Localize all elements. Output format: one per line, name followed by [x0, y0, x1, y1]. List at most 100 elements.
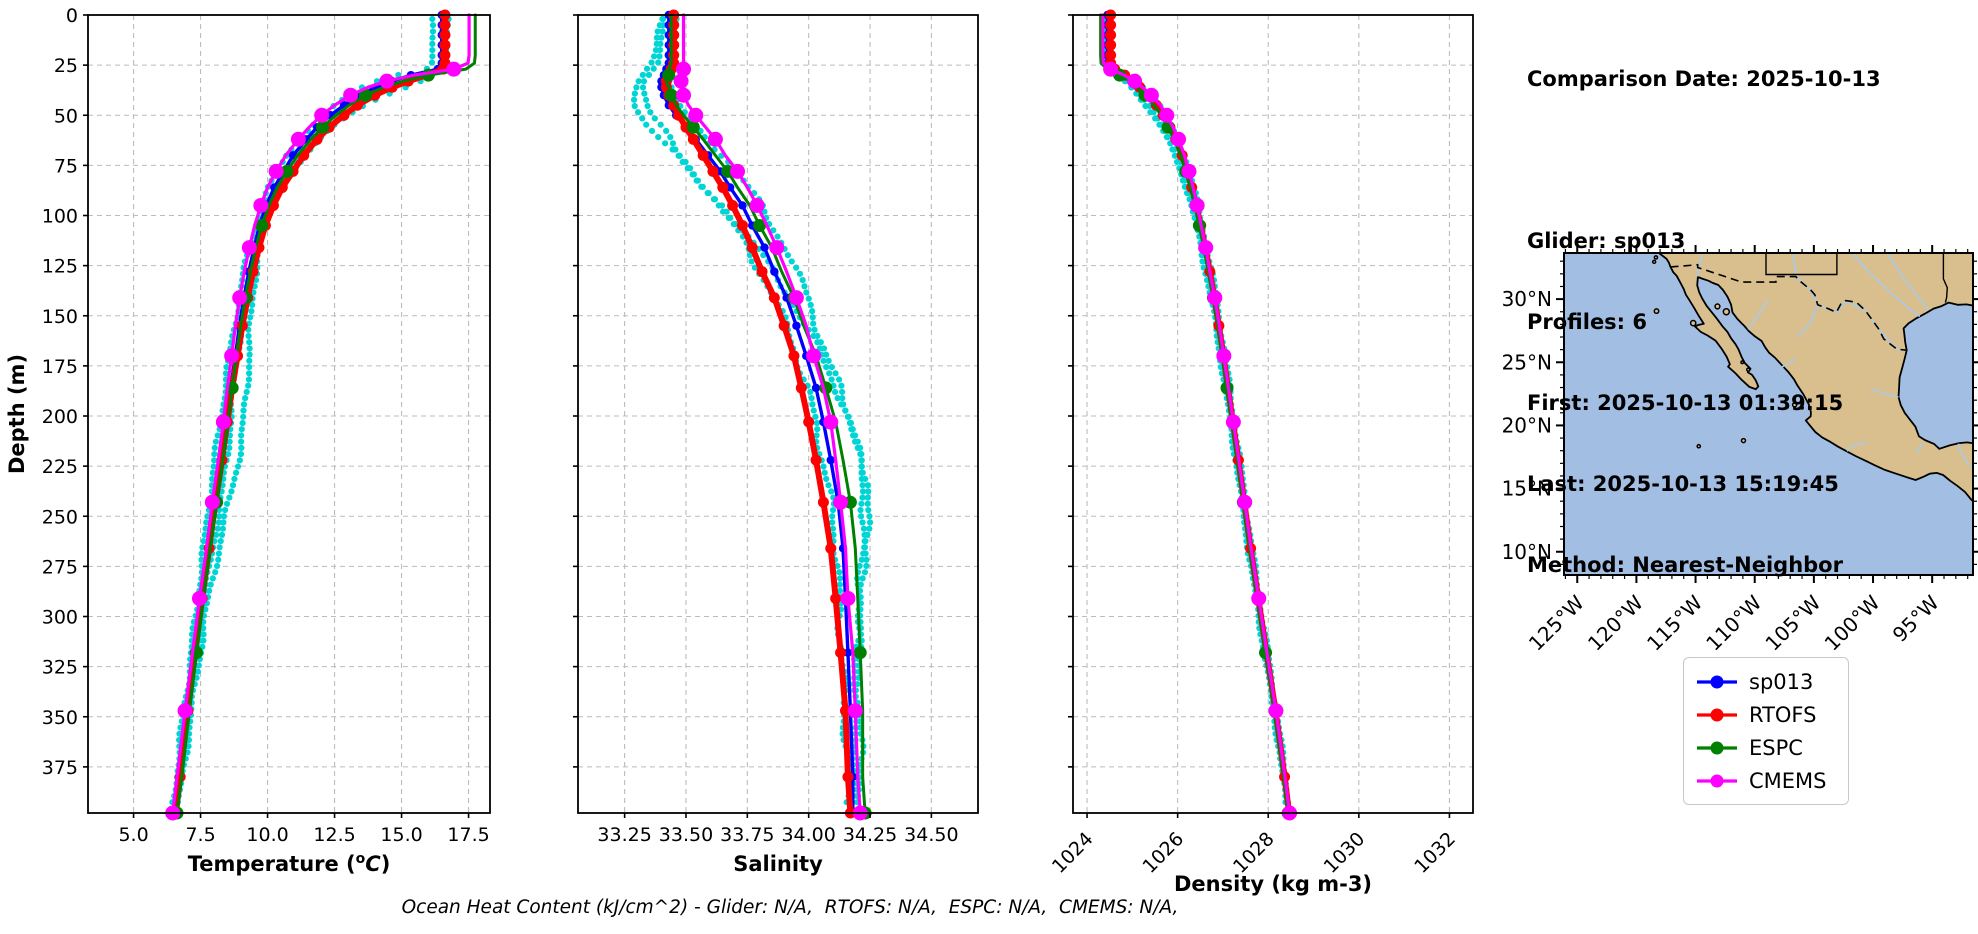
salinity-glider-scatter — [630, 15, 874, 806]
salinity-plot: 33.25 33.50 33.75 34.00 34.25 34.50 Salinity — [573, 9, 979, 876]
comparison-date: Comparison Date: 2025-10-13 — [1527, 67, 1881, 91]
legend-label: ESPC — [1749, 735, 1803, 760]
map-frame — [1563, 252, 1974, 576]
legend: sp013 RTOFS ESPC CMEMS — [1683, 657, 1849, 805]
info-method: Method: Nearest-Neighbor — [1527, 553, 1843, 577]
legend-label: RTOFS — [1749, 702, 1817, 727]
density-plot: 1024 1026 1028 1030 1032 Density (kg m-3) — [1048, 9, 1474, 896]
map-river — [1870, 388, 1899, 398]
svg-text:200: 200 — [42, 406, 78, 428]
svg-text:150: 150 — [42, 306, 78, 328]
map-state-border — [1942, 253, 1949, 303]
svg-text:33.75: 33.75 — [720, 824, 774, 846]
legend-entry-cmems: CMEMS — [1694, 764, 1838, 797]
temperature-plot: 5.0 7.5 10.0 12.5 15.0 17.5 0 25 50 75 100 125 150 17… — [5, 5, 491, 876]
density-series-espc — [1099, 13, 1295, 820]
svg-text:25: 25 — [54, 55, 78, 77]
map-river — [1696, 253, 1703, 277]
svg-text:325: 325 — [42, 657, 78, 679]
ohc-caption: Ocean Heat Content (kJ/cm^2) - Glider: N… — [401, 897, 1179, 918]
svg-text:1026: 1026 — [1138, 828, 1188, 878]
svg-text:0: 0 — [66, 5, 78, 27]
map-island — [1745, 367, 1751, 372]
temperature-series-cmems — [165, 13, 471, 821]
info-profiles: Profiles: 6 — [1527, 310, 1648, 334]
temperature-xlabel: Temperature (oC) — [188, 851, 391, 876]
svg-text:100: 100 — [42, 206, 78, 228]
density-series-cmems — [1101, 13, 1298, 821]
svg-text:10.0: 10.0 — [246, 824, 288, 846]
svg-text:1032: 1032 — [1410, 828, 1460, 878]
svg-text:12.5: 12.5 — [313, 824, 355, 846]
map-island — [1722, 307, 1731, 316]
map-island — [1653, 308, 1660, 315]
svg-text:1028: 1028 — [1229, 828, 1279, 878]
density-glider-scatter — [1100, 15, 1291, 806]
svg-text:95°W: 95°W — [1888, 590, 1944, 646]
map-country-border — [1670, 263, 1907, 352]
salinity-xlabel: Salinity — [733, 852, 823, 876]
svg-text:275: 275 — [42, 556, 78, 578]
svg-text:10°N: 10°N — [1502, 540, 1552, 564]
map-island — [1714, 303, 1721, 310]
svg-text:15.0: 15.0 — [380, 824, 422, 846]
map-river — [1957, 443, 1971, 467]
map-state-border — [1765, 253, 1838, 276]
map-river — [1781, 357, 1797, 368]
svg-text:50: 50 — [54, 105, 78, 127]
svg-text:125: 125 — [42, 256, 78, 278]
svg-text:7.5: 7.5 — [185, 824, 215, 846]
map-river — [1886, 253, 1929, 310]
svg-text:225: 225 — [42, 456, 78, 478]
salinity-series-cmems — [673, 13, 868, 821]
map-land — [1658, 253, 1973, 503]
svg-text:20°N: 20°N — [1502, 413, 1552, 437]
map-island — [1740, 437, 1747, 444]
legend-line-icon — [1697, 774, 1737, 787]
map-island — [1740, 360, 1745, 365]
legend-label: CMEMS — [1749, 768, 1827, 793]
legend-line-icon — [1697, 741, 1737, 754]
svg-text:175: 175 — [42, 356, 78, 378]
svg-text:34.25: 34.25 — [843, 824, 897, 846]
map-river — [1851, 253, 1921, 318]
info-block: Comparison Date: 2025-10-13 Glider: sp01… — [1527, 12, 1881, 633]
map-island — [1791, 402, 1798, 408]
svg-text:1024: 1024 — [1048, 828, 1098, 878]
info-first-profile-time: First: 2025-10-13 01:39:15 — [1527, 391, 1844, 415]
svg-text:15°N: 15°N — [1502, 477, 1552, 501]
depth-axis-label: Depth (m) — [5, 354, 29, 474]
info-spacer — [1527, 147, 1881, 174]
svg-text:30°N: 30°N — [1502, 287, 1552, 311]
svg-text:25°N: 25°N — [1502, 350, 1552, 374]
map-island — [1653, 255, 1659, 260]
svg-text:17.5: 17.5 — [447, 824, 489, 846]
map-river — [1916, 442, 1923, 454]
svg-text:375: 375 — [42, 757, 78, 779]
svg-text:33.25: 33.25 — [597, 824, 651, 846]
legend-entry-espc: ESPC — [1694, 731, 1838, 764]
map-river — [1796, 304, 1819, 338]
svg-text:34.00: 34.00 — [781, 824, 835, 846]
density-xlabel: Density (kg m-3) — [1174, 872, 1372, 896]
map-river — [1747, 299, 1769, 330]
map-island — [1689, 319, 1697, 327]
svg-text:5.0: 5.0 — [118, 824, 148, 846]
legend-line-icon — [1697, 708, 1737, 721]
legend-label: sp013 — [1749, 669, 1814, 694]
legend-entry-rtofs: RTOFS — [1694, 698, 1838, 731]
svg-text:350: 350 — [42, 707, 78, 729]
map-island — [1800, 405, 1804, 410]
legend-entry-sp013: sp013 — [1694, 665, 1838, 698]
density-series-sp013 — [1103, 10, 1293, 818]
svg-text:250: 250 — [42, 506, 78, 528]
svg-text:1030: 1030 — [1320, 828, 1370, 878]
density-series-rtofs — [1105, 9, 1295, 819]
svg-text:34.50: 34.50 — [904, 824, 958, 846]
svg-text:300: 300 — [42, 607, 78, 629]
svg-text:33.50: 33.50 — [659, 824, 713, 846]
info-last-profile-time: Last: 2025-10-13 15:19:45 — [1527, 472, 1839, 496]
